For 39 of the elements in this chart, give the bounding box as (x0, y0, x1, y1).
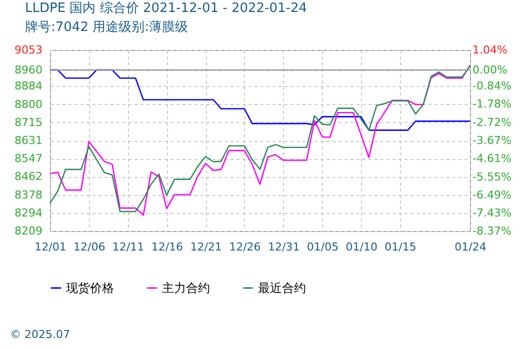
x-tick-label: 12/01 (34, 240, 66, 254)
x-tick-label: 01/10 (346, 240, 378, 254)
y-tick-label: 8800 (14, 98, 42, 111)
y-tick-label: 8294 (14, 206, 42, 220)
x-tick-label: 01/15 (384, 240, 416, 254)
y2-tick-label: -2.72% (472, 116, 512, 129)
y2-tick-label: 1.04% (472, 44, 508, 56)
y2-tick-label: -4.61% (472, 152, 512, 166)
y2-tick-label: -6.49% (472, 188, 512, 202)
x-tick-label: 01/05 (306, 240, 339, 254)
y-tick-label: 8462 (14, 170, 42, 184)
legend-label: 最近合约 (258, 281, 306, 295)
y-tick-label: 8631 (14, 134, 42, 147)
x-tick-label: 01/24 (454, 240, 486, 254)
y2-tick-label: -3.67% (472, 134, 512, 148)
x-tick-label: 12/31 (268, 240, 300, 254)
x-tick-label: 12/16 (151, 240, 184, 254)
chart-title: LLDPE 国内 综合价 2021-12-01 - 2022-01-24 (25, 1, 308, 16)
x-tick-label: 12/06 (74, 240, 106, 254)
y2-tick-label: -7.43% (472, 206, 512, 220)
y-tick-label: 8884 (14, 80, 42, 93)
y2-tick-label: -1.78% (472, 98, 512, 111)
y-tick-label: 9053 (14, 44, 42, 56)
x-tick-label: 12/26 (229, 240, 261, 254)
x-tick-label: 12/21 (190, 240, 222, 254)
chart-subtitle: 牌号:7042 用途级别:薄膜级 (25, 20, 188, 35)
text: © 2025.07 (10, 328, 70, 341)
y2-tick-label: -0.84% (472, 80, 512, 93)
y-tick-label: 8547 (14, 152, 42, 166)
y-tick-label: 8378 (14, 188, 42, 202)
legend-label: 主力合约 (162, 281, 210, 295)
y2-tick-label: -5.55% (472, 170, 512, 184)
legend-label: 现货价格 (66, 281, 114, 295)
y2-tick-label: 0.00% (472, 64, 508, 77)
y-tick-label: 8715 (14, 116, 42, 129)
x-tick-label: 12/11 (112, 240, 144, 254)
y-tick-label: 8209 (14, 224, 42, 238)
y-tick-label: 8960 (14, 63, 42, 76)
y2-tick-label: -8.37% (472, 224, 512, 238)
